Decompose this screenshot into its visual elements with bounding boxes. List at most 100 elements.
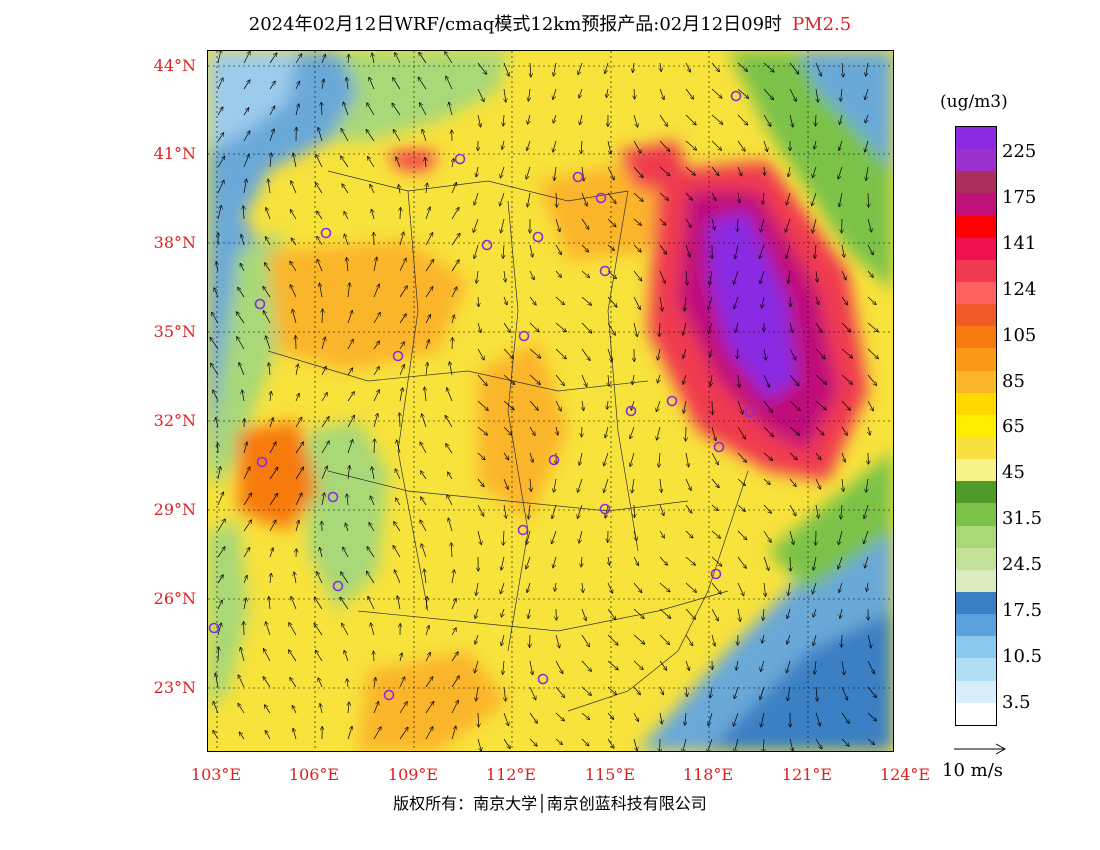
wind-vector — [270, 392, 271, 402]
lat-label-44n: 44°N — [153, 56, 196, 75]
wind-vector — [243, 576, 247, 584]
wind-vector — [554, 62, 557, 76]
wind-reference-arrow — [954, 743, 1007, 755]
wind-vector — [633, 322, 637, 336]
wind-vector — [213, 702, 219, 714]
legend-swatch — [956, 326, 996, 349]
wind-vector — [528, 88, 530, 101]
wind-vector — [867, 634, 871, 648]
wind-vector — [660, 478, 662, 492]
wind-vector — [737, 114, 748, 125]
wind-vector — [529, 738, 537, 746]
wind-vector — [341, 129, 349, 142]
wind-vector — [555, 634, 560, 648]
wind-vector — [711, 192, 716, 200]
wind-vector — [241, 235, 245, 246]
wind-vector — [473, 218, 479, 232]
legend-swatch — [956, 237, 996, 260]
wind-vector — [711, 426, 716, 441]
wind-vector — [243, 52, 250, 64]
wind-vector — [530, 62, 531, 77]
wind-vector — [268, 179, 270, 194]
wind-vector — [813, 634, 817, 645]
wind-vector — [763, 114, 771, 126]
wind-vector — [816, 270, 817, 282]
wind-vector — [211, 363, 219, 376]
wind-vector — [841, 426, 847, 435]
wind-vector — [266, 237, 271, 246]
wind-vector — [759, 244, 765, 258]
wind-vector — [607, 244, 614, 250]
wind-vector — [554, 166, 556, 180]
wind-vector — [659, 218, 666, 225]
wind-vector — [474, 244, 479, 258]
wind-vector — [347, 392, 354, 402]
wind-vector — [526, 166, 531, 179]
wind-vector — [347, 368, 353, 376]
wind-vector — [529, 400, 538, 410]
wind-vector — [528, 504, 530, 519]
wind-vector — [555, 686, 564, 697]
wind-vector — [815, 114, 816, 126]
wind-vector — [420, 103, 427, 116]
wind-vector — [316, 651, 323, 662]
wind-vector — [369, 523, 375, 532]
wind-vector — [501, 556, 505, 570]
wind-vector — [815, 738, 822, 749]
wind-vector — [344, 212, 349, 220]
wind-vector — [839, 192, 843, 207]
legend-swatch — [956, 370, 996, 393]
wind-vector — [659, 504, 664, 515]
wind-vector — [270, 153, 271, 168]
wind-vector — [813, 608, 816, 617]
wind-vector — [711, 218, 715, 230]
legend-swatch — [956, 215, 996, 238]
wind-vector — [555, 322, 566, 332]
wind-vector — [399, 286, 407, 298]
wind-vector — [789, 426, 799, 435]
map-area[interactable] — [207, 50, 894, 752]
wind-vector — [347, 258, 349, 272]
wind-vector — [867, 322, 878, 332]
wind-vector — [217, 133, 224, 142]
province-boundaries — [267, 170, 749, 712]
wind-vector — [813, 556, 817, 570]
wind-vector — [838, 166, 843, 179]
wind-vector — [608, 556, 610, 565]
wind-vector — [581, 712, 589, 719]
wind-vector — [217, 492, 223, 506]
wind-vector — [764, 582, 766, 596]
wind-vector — [553, 140, 557, 152]
wind-vector — [684, 400, 687, 413]
wind-vector — [501, 608, 504, 617]
wind-vector — [501, 582, 505, 594]
wind-vector — [347, 311, 352, 324]
wind-vector — [295, 418, 302, 428]
wind-vector — [786, 244, 791, 258]
wind-vector — [373, 284, 379, 298]
wind-vector — [477, 478, 484, 487]
wind-vector — [630, 452, 635, 466]
wind-vector — [607, 582, 613, 593]
wind-vector — [685, 530, 693, 538]
wind-vector — [372, 53, 374, 64]
wind-vector — [763, 608, 764, 620]
wind-vector — [269, 494, 278, 506]
wind-vector — [555, 660, 563, 673]
wind-vector — [503, 712, 509, 726]
wind-vector — [217, 107, 223, 116]
wind-vector — [293, 153, 297, 168]
wind-vector — [685, 608, 695, 619]
legend-swatch — [956, 525, 996, 548]
wind-vector — [867, 218, 872, 232]
wind-vector — [452, 570, 454, 584]
legend-swatch — [956, 304, 996, 327]
wind-vector — [347, 727, 352, 740]
lat-label-29n: 29°N — [153, 500, 196, 519]
wind-vector — [347, 679, 348, 688]
wind-vector — [734, 296, 739, 309]
wind-vector — [503, 530, 504, 545]
wind-vector — [266, 622, 271, 636]
legend-swatch — [956, 392, 996, 415]
wind-vector — [395, 570, 401, 584]
